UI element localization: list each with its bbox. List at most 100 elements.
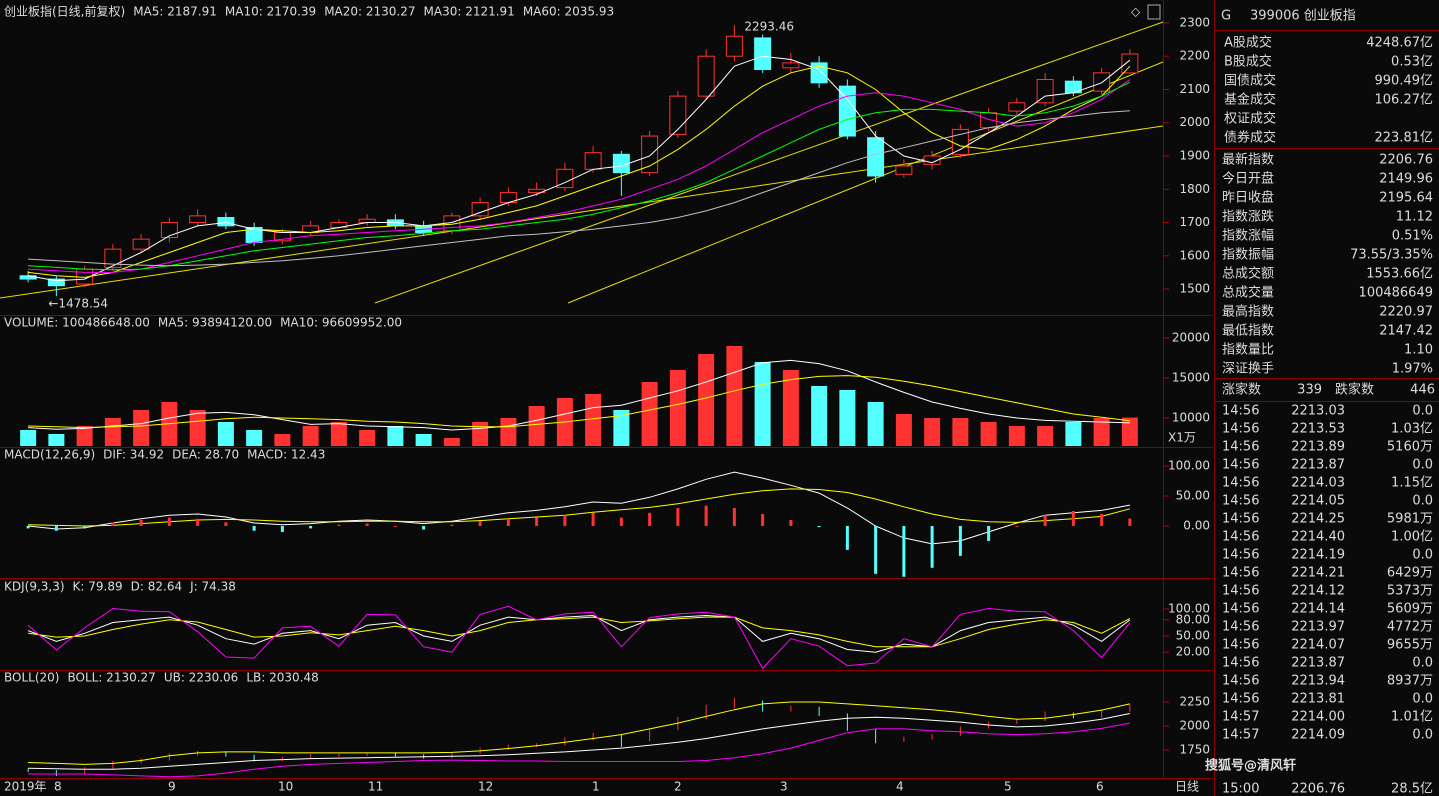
- tick-volume: 1.01亿: [1391, 710, 1433, 725]
- x-tick-label: 2: [674, 780, 682, 794]
- y-tick-label: 0.00: [1183, 518, 1210, 532]
- icon[interactable]: [1147, 4, 1161, 20]
- macd-bar: [54, 525, 58, 531]
- volume-bar: [20, 430, 37, 446]
- volume-bar: [952, 418, 969, 446]
- row-label: 指数量比: [1222, 343, 1274, 358]
- volume-bar: [867, 402, 884, 446]
- legend-entry: J: 74.38: [189, 580, 236, 594]
- macd-bar: [224, 522, 228, 526]
- x-tick-label: 9: [168, 780, 176, 794]
- tick-price: 2213.89: [1291, 440, 1345, 455]
- tick-volume: 0.0: [1412, 548, 1433, 563]
- tick-price: 2214.12: [1291, 584, 1345, 599]
- y-tick-label: 15000: [1172, 371, 1210, 385]
- tick-price: 2214.25: [1291, 512, 1345, 527]
- row-label: 深证换手: [1222, 362, 1274, 377]
- y-tick-label: 80.00: [1176, 612, 1210, 626]
- sidebar-title: 399006 创业板指: [1250, 9, 1356, 24]
- volume-bar: [585, 394, 602, 446]
- y-tick-label: 2250: [1179, 694, 1210, 708]
- breadth-label: 涨家数: [1222, 382, 1261, 398]
- x-tick-label: 11: [368, 780, 383, 794]
- tick-volume: 4772万: [1387, 620, 1433, 635]
- legend-entry: LB: 2030.48: [246, 671, 318, 685]
- y-tick-label: 2100: [1179, 82, 1210, 96]
- x-tick-label: 12: [478, 780, 493, 794]
- row-label: 昨日收盘: [1222, 190, 1274, 206]
- candle-body: [1036, 79, 1054, 104]
- volume-bar: [76, 426, 93, 446]
- tick-price: 2214.09: [1291, 728, 1345, 743]
- row-label: 总成交额: [1222, 266, 1274, 282]
- candle-body: [754, 37, 772, 71]
- tick-volume: 1.00亿: [1391, 530, 1433, 545]
- tick-price: 2214.19: [1291, 548, 1345, 563]
- unit-label: X1万: [1168, 431, 1196, 445]
- plot: 1500 1600 1700 1800 1900 2000 2100 2200 2300 创业板指…: [4, 4, 1210, 794]
- macd-bar: [732, 508, 736, 526]
- icon[interactable]: ◇: [1131, 5, 1141, 19]
- tick-volume: 0.0: [1412, 404, 1433, 419]
- series-line: [28, 471, 1130, 545]
- tick-price: 2213.87: [1291, 656, 1345, 671]
- macd-bar: [1071, 511, 1075, 526]
- volume-bar: [726, 346, 743, 446]
- volume-bar: [330, 422, 347, 446]
- legend-entry: VOLUME: 100486648.00: [4, 316, 150, 330]
- volume-bar: [1121, 417, 1138, 446]
- tick-volume: 5160万: [1387, 440, 1433, 455]
- tick-time: 14:56: [1222, 692, 1259, 707]
- legend-entry: MA60: 2035.93: [523, 5, 614, 19]
- tick-time: 14:56: [1222, 458, 1259, 473]
- volume-bar: [443, 438, 460, 446]
- tick-time: 14:56: [1222, 638, 1259, 653]
- candle-body: [867, 137, 885, 177]
- row-value: 100486649: [1359, 286, 1433, 301]
- volume-bar: [839, 390, 856, 446]
- macd-bar: [1043, 515, 1047, 526]
- trend-line: [374, 21, 1164, 304]
- volume-bar: [217, 422, 234, 446]
- tick-volume: 8937万: [1387, 674, 1433, 689]
- macd-bar: [1100, 514, 1104, 526]
- tick-time: 14:56: [1222, 530, 1259, 545]
- tick-volume: 0.0: [1412, 458, 1433, 473]
- volume-bar: [1093, 418, 1110, 446]
- tick-price: 2214.21: [1291, 566, 1345, 581]
- y-tick-label: 1500: [1179, 282, 1210, 296]
- volume-bar: [274, 434, 291, 446]
- series-line: [28, 722, 1130, 778]
- tick-time: 14:56: [1222, 548, 1259, 563]
- tick-time: 14:56: [1222, 656, 1259, 671]
- tick-price: 2214.40: [1291, 530, 1345, 545]
- y-tick-label: 1900: [1179, 149, 1210, 163]
- tick-time: 14:56: [1222, 620, 1259, 635]
- tick-time: 14:56: [1222, 584, 1259, 599]
- y-tick-label: 2000: [1179, 115, 1210, 129]
- x-tick-label: 1: [592, 780, 600, 794]
- macd-bar: [676, 508, 680, 526]
- y-tick-label: 50.00: [1176, 489, 1210, 503]
- volume-bar: [669, 370, 686, 446]
- series-line: [27, 605, 1131, 670]
- legend-entry: MA5: 2187.91: [133, 5, 217, 19]
- volume-bar: [811, 386, 828, 446]
- x-tick-label: 8: [54, 780, 62, 794]
- legend-entry: MA30: 2121.91: [424, 5, 515, 19]
- legend-entry: MA10: 96609952.00: [280, 316, 402, 330]
- macd-bar: [365, 523, 369, 526]
- row-label: 基金成交: [1224, 92, 1276, 108]
- macd-bar: [422, 525, 426, 530]
- row-value: 1553.66亿: [1366, 267, 1433, 282]
- candle-body: [697, 55, 715, 97]
- candle-body: [782, 62, 800, 69]
- row-label: 最新指数: [1222, 152, 1274, 168]
- candle-body: [47, 278, 65, 287]
- volume-bar: [246, 430, 263, 446]
- tick-price: 2213.81: [1291, 692, 1345, 707]
- trend-line: [0, 125, 1164, 299]
- tick-time: 15:00: [1222, 782, 1259, 796]
- row-label: 指数涨跌: [1222, 209, 1274, 225]
- series-line: [28, 110, 1130, 267]
